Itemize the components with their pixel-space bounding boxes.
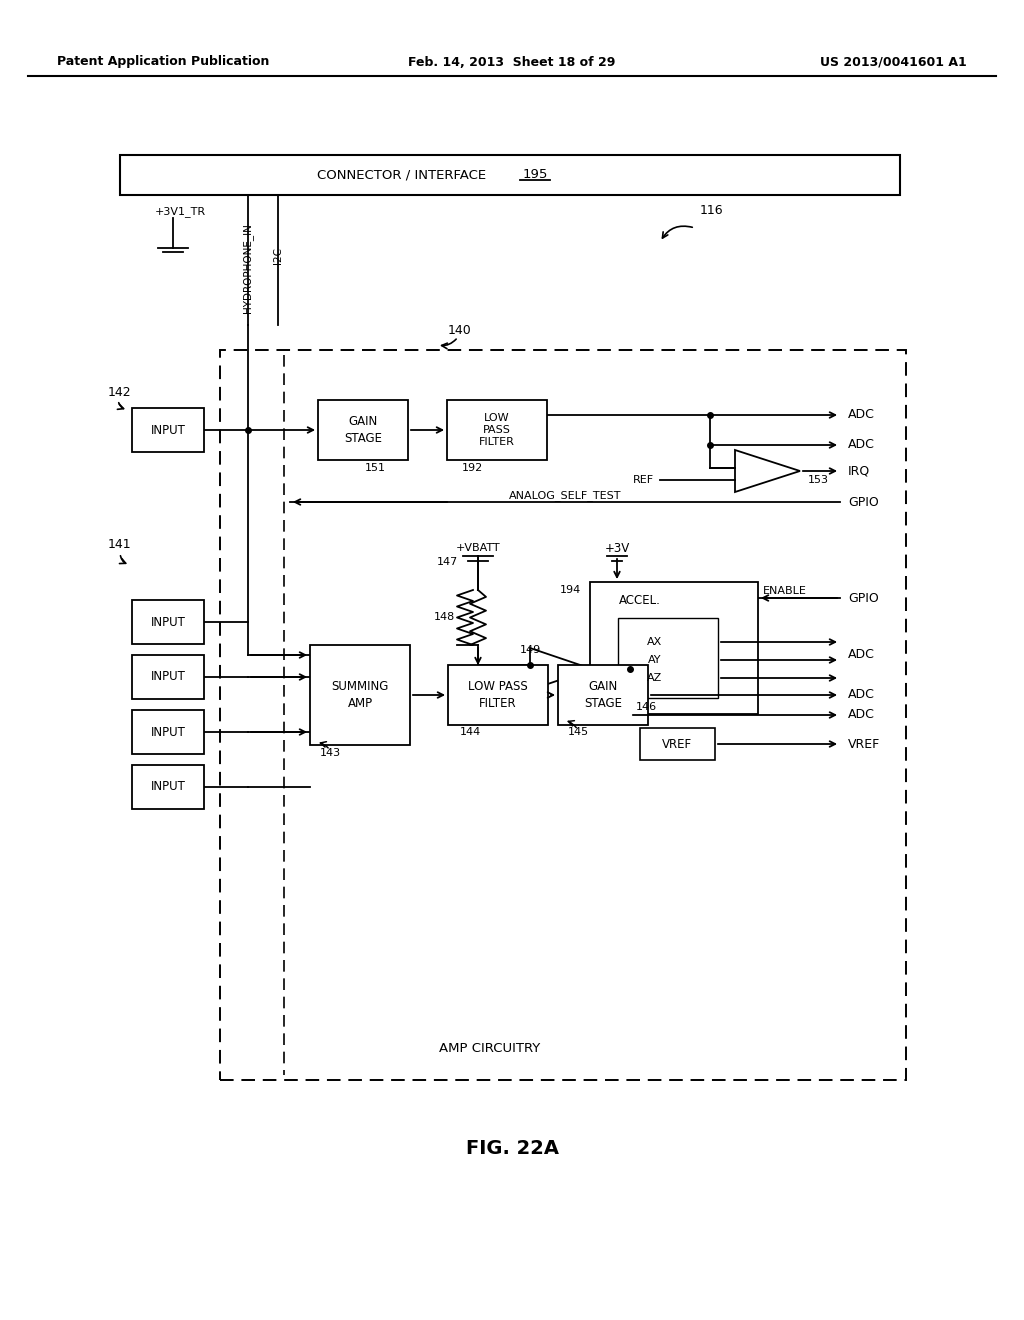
Bar (132, 601, 204, 644)
Text: +VBATT: +VBATT (456, 543, 501, 553)
Text: INPUT: INPUT (151, 780, 185, 793)
Text: 141: 141 (108, 539, 132, 552)
Text: 142: 142 (108, 387, 132, 400)
Text: ADC: ADC (848, 689, 874, 701)
Text: Feb. 14, 2013  Sheet 18 of 29: Feb. 14, 2013 Sheet 18 of 29 (409, 55, 615, 69)
Text: US 2013/0041601 A1: US 2013/0041601 A1 (820, 55, 967, 69)
Text: SUMMING
AMP: SUMMING AMP (332, 680, 389, 710)
Text: +3V: +3V (604, 541, 630, 554)
Text: IRQ: IRQ (848, 465, 870, 478)
Text: 145: 145 (568, 727, 589, 737)
Bar (220, 350, 906, 1080)
Text: 140: 140 (449, 323, 472, 337)
Bar (558, 665, 648, 725)
Text: HYDROPHONE_IN: HYDROPHONE_IN (243, 223, 254, 313)
Text: 148: 148 (434, 612, 455, 622)
Bar (447, 400, 547, 459)
Text: 195: 195 (522, 169, 548, 181)
Text: ADC: ADC (848, 438, 874, 451)
Bar (120, 154, 900, 195)
Text: 153: 153 (808, 475, 829, 484)
Text: LOW PASS
FILTER: LOW PASS FILTER (468, 680, 528, 710)
Bar (318, 400, 408, 459)
Bar (132, 710, 204, 754)
Text: LOW
PASS
FILTER: LOW PASS FILTER (479, 413, 515, 447)
Text: ANALOG_SELF_TEST: ANALOG_SELF_TEST (509, 491, 622, 502)
Text: INPUT: INPUT (151, 726, 185, 738)
Text: ADC: ADC (848, 709, 874, 722)
Text: GAIN
STAGE: GAIN STAGE (584, 680, 622, 710)
Text: 143: 143 (319, 748, 341, 758)
Text: GPIO: GPIO (848, 495, 879, 508)
Text: Patent Application Publication: Patent Application Publication (57, 55, 269, 69)
Text: ENABLE: ENABLE (763, 586, 807, 597)
Text: 149: 149 (520, 645, 542, 655)
Text: 146: 146 (636, 702, 657, 711)
Text: AMP CIRCUITRY: AMP CIRCUITRY (439, 1041, 541, 1055)
Text: REF: REF (633, 475, 654, 484)
Text: ACCEL.: ACCEL. (620, 594, 660, 606)
Text: 194: 194 (560, 585, 581, 595)
Text: ADC: ADC (848, 408, 874, 421)
Text: AZ: AZ (647, 673, 663, 682)
Text: AX: AX (647, 638, 663, 647)
Text: I2C: I2C (273, 247, 283, 264)
Bar (132, 408, 204, 451)
Text: INPUT: INPUT (151, 424, 185, 437)
Text: ADC: ADC (848, 648, 874, 661)
Text: INPUT: INPUT (151, 615, 185, 628)
Bar (590, 582, 758, 714)
Text: 151: 151 (365, 463, 386, 473)
Bar (132, 766, 204, 809)
Bar (618, 618, 718, 698)
Text: FIG. 22A: FIG. 22A (466, 1138, 558, 1158)
Text: 147: 147 (437, 557, 458, 568)
Text: 116: 116 (700, 203, 724, 216)
Bar (449, 665, 548, 725)
Text: INPUT: INPUT (151, 671, 185, 684)
Text: VREF: VREF (848, 738, 881, 751)
Text: VREF: VREF (662, 738, 692, 751)
Text: 144: 144 (460, 727, 481, 737)
Text: AY: AY (648, 655, 662, 665)
Bar (640, 729, 715, 760)
Text: +3V1_TR: +3V1_TR (155, 206, 206, 218)
Text: GAIN
STAGE: GAIN STAGE (344, 414, 382, 445)
Text: GPIO: GPIO (848, 591, 879, 605)
Text: 192: 192 (462, 463, 483, 473)
Bar (132, 655, 204, 700)
Bar (310, 645, 410, 744)
Text: CONNECTOR / INTERFACE: CONNECTOR / INTERFACE (316, 169, 490, 181)
